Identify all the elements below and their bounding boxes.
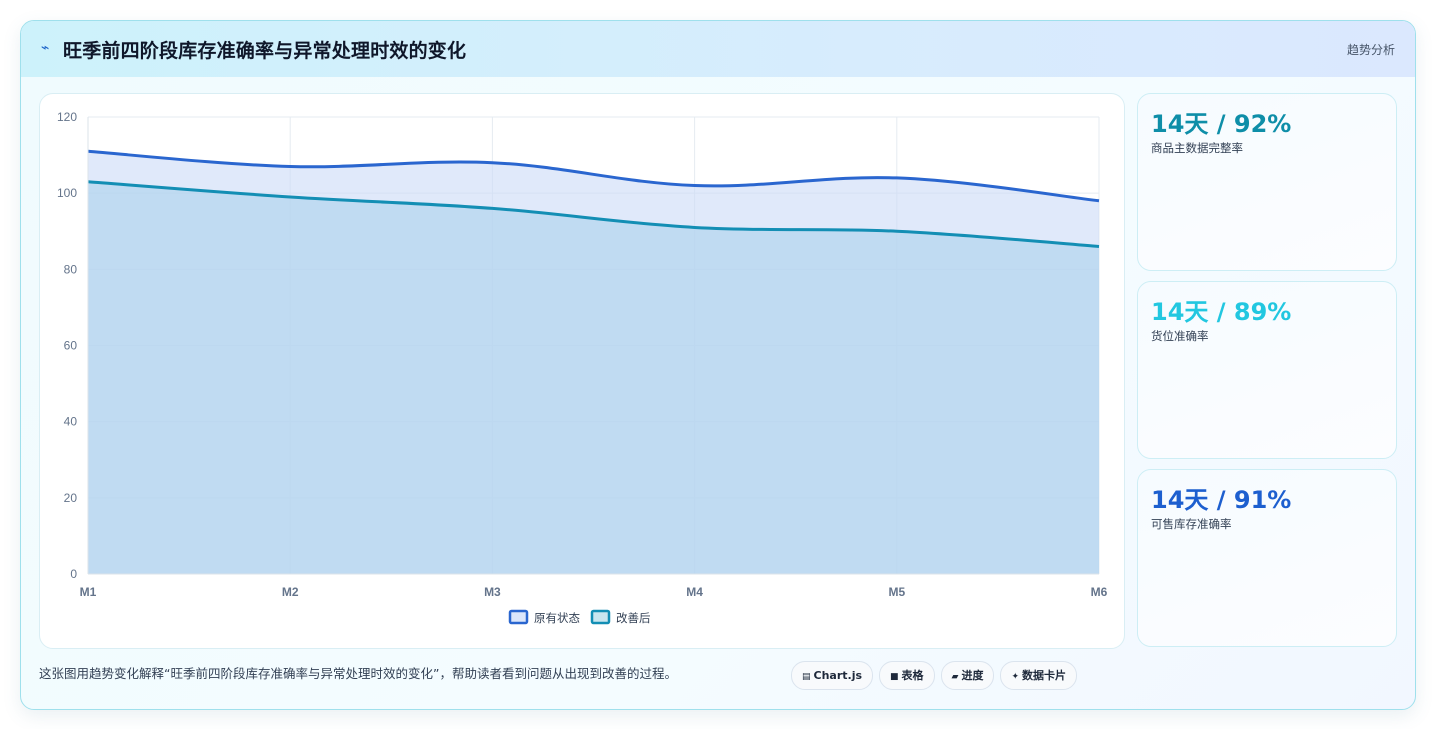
chip-progress[interactable]: ▰ 进度: [940, 661, 995, 690]
analysis-tag: 趋势分析: [1346, 43, 1395, 57]
stat-card-sellable: 14天 / 91% 可售库存准确率: [1137, 469, 1397, 647]
sparkle-icon: ✦: [1011, 672, 1020, 682]
area-chart: 0 20 40 60 80 100 120 M1 M2 M3 M4 M5 M6 原有状态 改善后: [57, 110, 1108, 625]
series-area-2: [88, 181, 1099, 574]
legend-swatch: [590, 609, 611, 625]
series-line-2: [87, 180, 1100, 248]
y-tick-label: 0: [70, 567, 77, 581]
chip-table[interactable]: ■ 表格: [879, 661, 935, 690]
page-title: 旺季前四阶段库存准确率与异常处理时效的变化: [63, 40, 467, 62]
y-tick-label: 60: [64, 339, 78, 353]
chip-data-card[interactable]: ✦ 数据卡片: [1000, 661, 1078, 690]
y-tick-label: 40: [64, 415, 78, 429]
y-tick-label: 20: [64, 491, 78, 505]
table-icon: ■: [890, 672, 899, 682]
chip-label: 表格: [901, 669, 924, 682]
stat-card-master-data: 14天 / 92% 商品主数据完整率: [1137, 93, 1397, 271]
trend-line-icon: ⌁: [41, 40, 50, 56]
chart-description: 这张图用趋势变化解释“旺季前四阶段库存准确率与异常处理时效的变化”，帮助读者看到…: [39, 666, 677, 681]
legend-swatch: [508, 609, 529, 625]
x-tick-label: M2: [282, 585, 299, 599]
stat-card-location: 14天 / 89% 货位准确率: [1137, 281, 1397, 459]
legend-label: 改善后: [616, 611, 651, 625]
chart-panel: 0 20 40 60 80 100 120 M1 M2 M3 M4 M5 M6 原有状态 改善后: [39, 93, 1125, 649]
y-tick-label: 120: [57, 110, 77, 124]
stat-value: 14天 / 91%: [1151, 486, 1292, 514]
chip-label: 进度: [961, 669, 984, 682]
stat-label: 商品主数据完整率: [1151, 141, 1243, 155]
chart-icon: ▤: [802, 672, 811, 682]
stat-value: 14天 / 89%: [1151, 298, 1292, 326]
dashboard-card: ⌁ 旺季前四阶段库存准确率与异常处理时效的变化 趋势分析 0 20 40 60 80 10…: [20, 20, 1416, 710]
y-tick-label: 100: [57, 186, 77, 200]
stat-label: 可售库存准确率: [1151, 517, 1232, 531]
card-header: ⌁ 旺季前四阶段库存准确率与异常处理时效的变化 趋势分析: [21, 21, 1415, 77]
x-tick-label: M4: [686, 585, 703, 599]
progress-icon: ▰: [951, 672, 959, 682]
chip-chartjs[interactable]: ▤ Chart.js: [791, 661, 874, 690]
stat-value: 14天 / 92%: [1151, 110, 1292, 138]
x-tick-label: M6: [1091, 585, 1108, 599]
x-tick-label: M3: [484, 585, 501, 599]
x-tick-label: M5: [888, 585, 905, 599]
legend-label: 原有状态: [534, 611, 580, 625]
chip-label: 数据卡片: [1022, 669, 1067, 682]
stat-label: 货位准确率: [1151, 329, 1209, 343]
series-line-1: [87, 149, 1100, 203]
tech-chips: ▤ Chart.js ■ 表格 ▰ 进度 ✦ 数据卡片: [791, 661, 1083, 690]
chip-label: Chart.js: [813, 669, 863, 682]
x-tick-label: M1: [80, 585, 97, 599]
y-tick-label: 80: [64, 262, 78, 276]
